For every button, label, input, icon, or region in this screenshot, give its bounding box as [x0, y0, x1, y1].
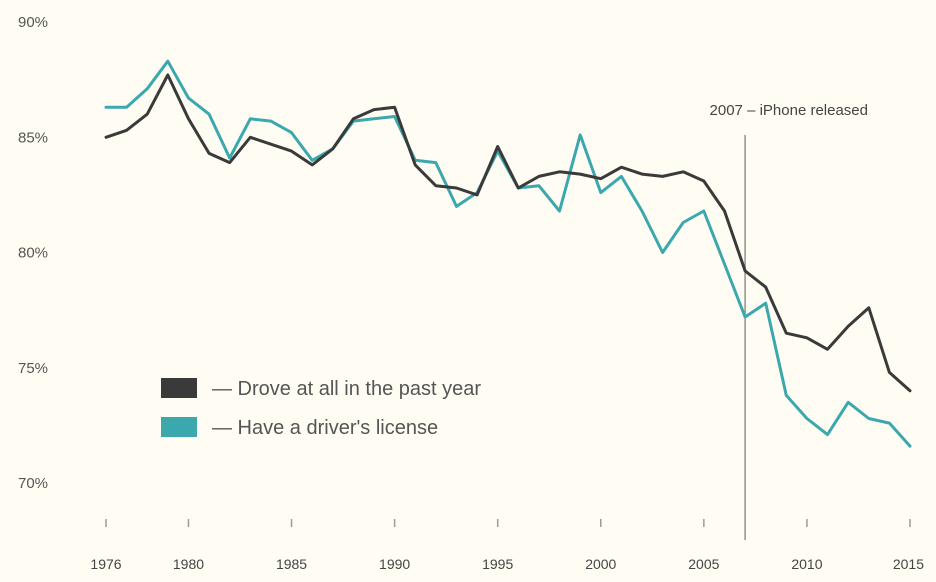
legend-swatch — [161, 417, 197, 437]
x-tick-label: 2000 — [585, 556, 616, 572]
y-tick-label: 70% — [18, 475, 48, 492]
x-tick-label: 1980 — [173, 556, 204, 572]
x-tick-label: 1976 — [90, 556, 121, 572]
series-line-0 — [104, 73, 912, 393]
annotation: 2007 – iPhone released — [710, 102, 868, 540]
x-tick-label: 1995 — [482, 556, 513, 572]
x-axis: 1976 1980 1985 1990 1995 2000 2005 2010 2015 — [90, 519, 924, 572]
legend-label: — Drove at all in the past year — [212, 378, 481, 400]
x-tick-label: 1990 — [379, 556, 410, 572]
y-tick-label: 90% — [18, 14, 48, 31]
x-tick-label: 2015 — [893, 556, 924, 572]
legend-label: — Have a driver's license — [212, 417, 438, 439]
legend-swatch — [161, 378, 197, 398]
x-tick-label: 2010 — [791, 556, 822, 572]
annotation-label: 2007 – iPhone released — [710, 102, 868, 119]
series-lines — [104, 59, 912, 448]
y-axis-ticks: 90% 85% 80% 75% 70% — [18, 14, 48, 492]
y-tick-label: 75% — [18, 360, 48, 377]
x-tick-label: 2005 — [688, 556, 719, 572]
x-tick-label: 1985 — [276, 556, 307, 572]
y-tick-label: 85% — [18, 129, 48, 146]
legend: — Drove at all in the past year — Have a … — [161, 378, 481, 439]
y-tick-label: 80% — [18, 245, 48, 262]
